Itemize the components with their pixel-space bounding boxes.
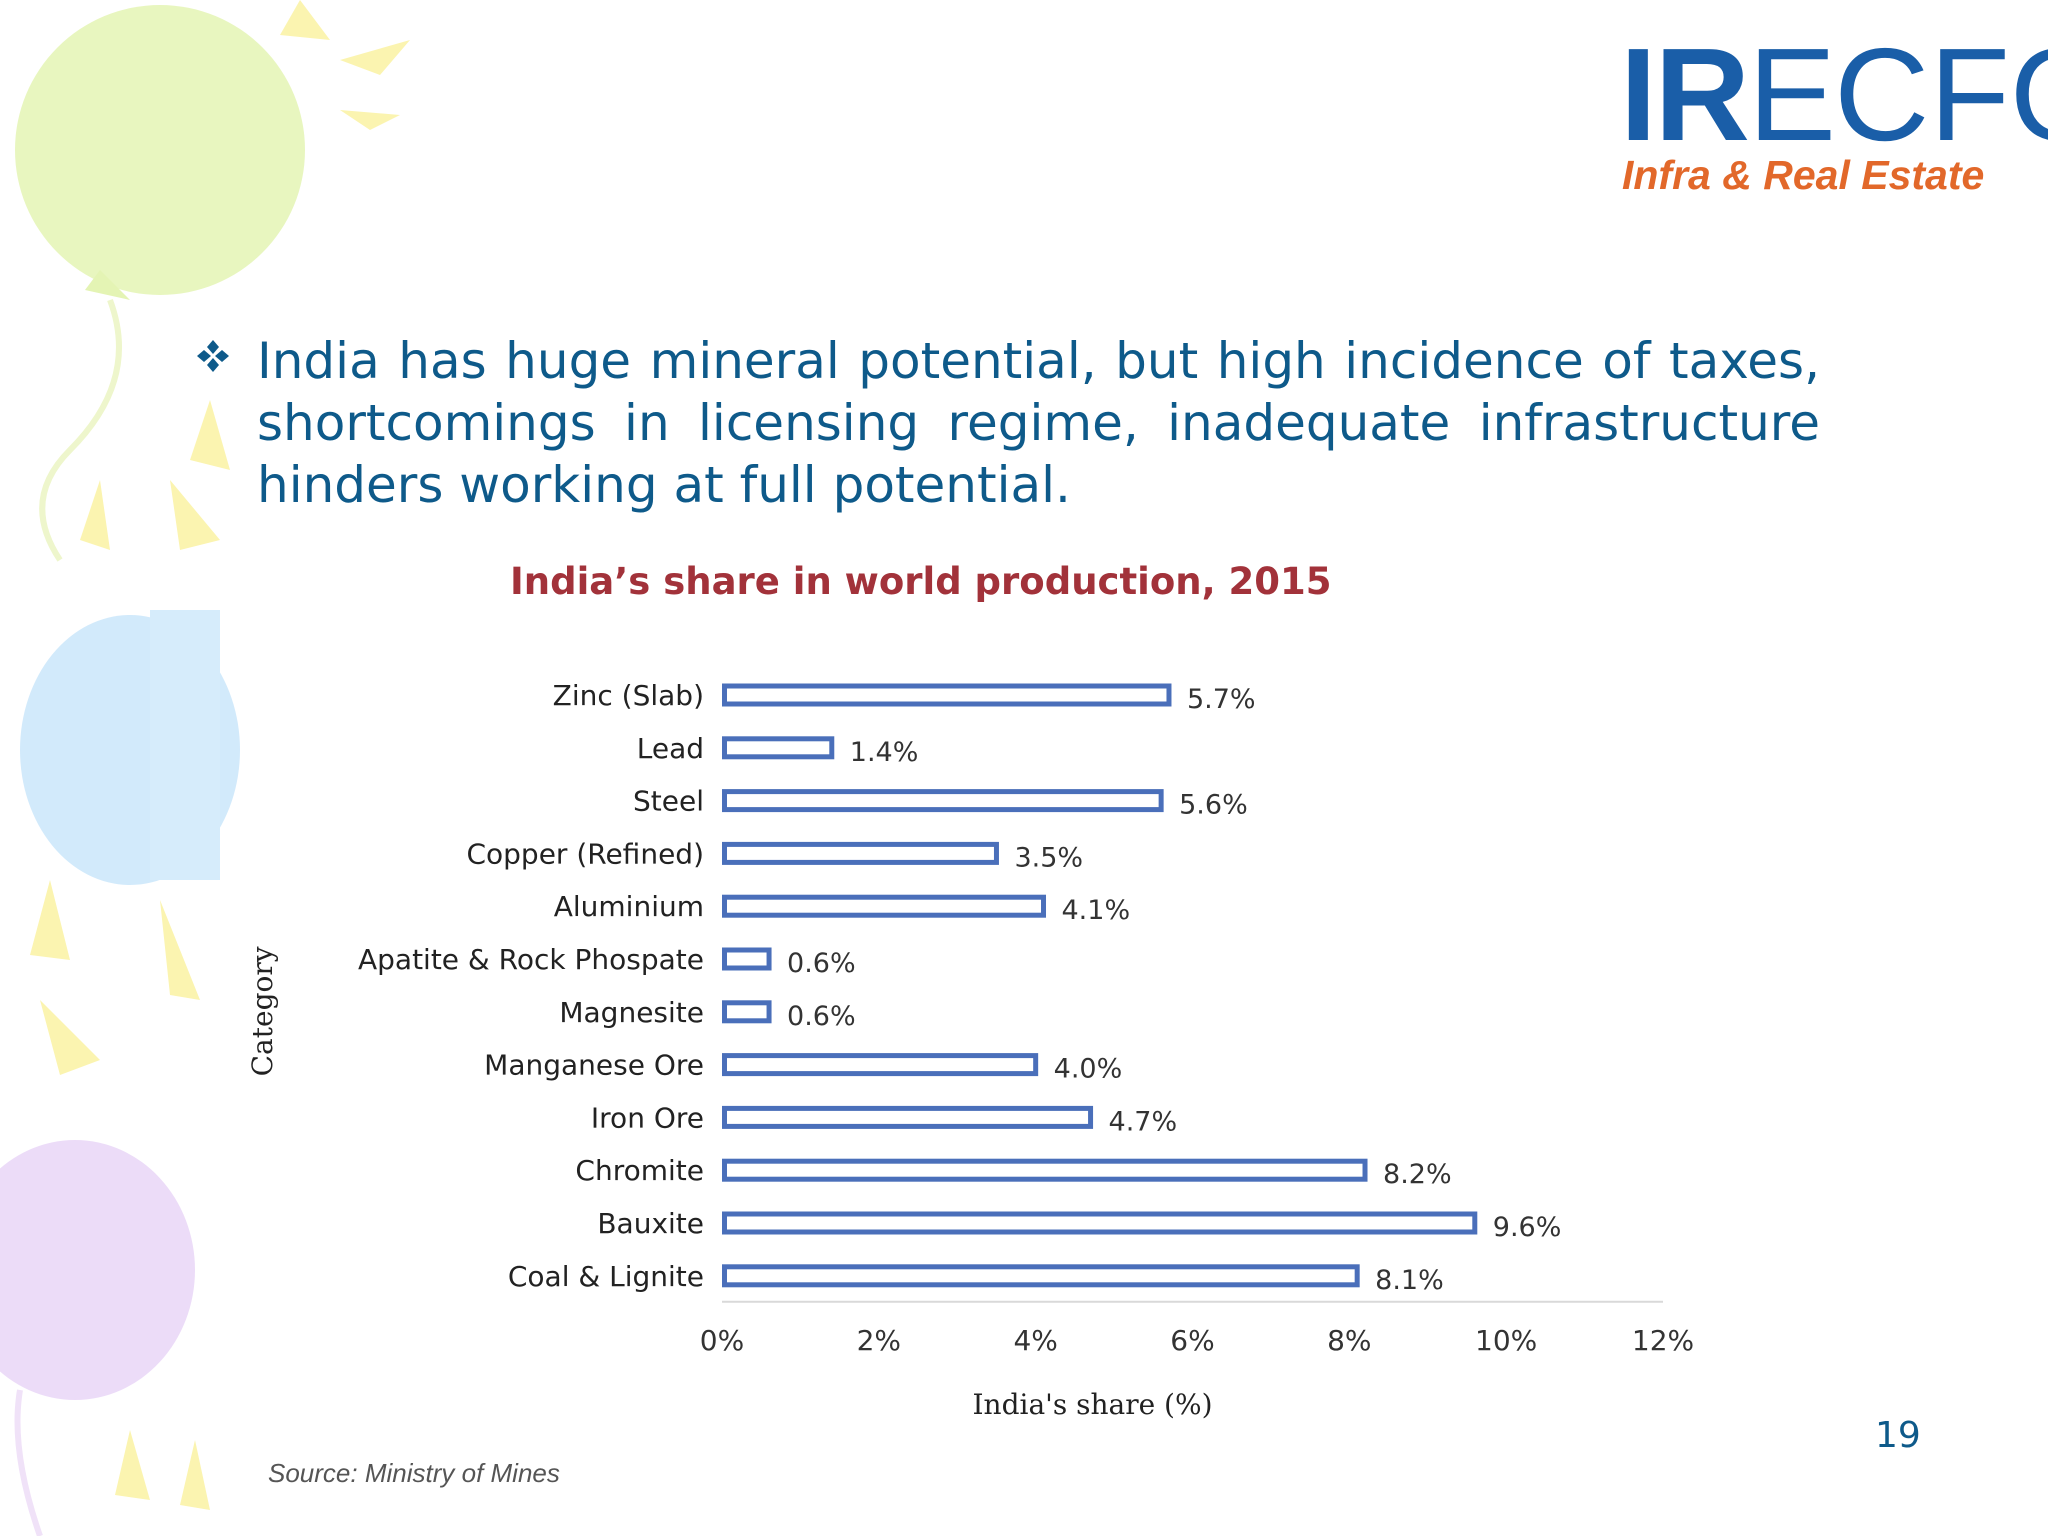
sparkle-ray	[190, 400, 230, 470]
balloon-green-knot	[85, 270, 130, 300]
data-label: 5.7%	[1187, 684, 1256, 715]
irecfo-logo: IRECFO Infra & Real Estate	[1620, 29, 2048, 200]
category-label: Copper (Refined)	[466, 837, 704, 870]
x-tick-label: 6%	[1170, 1324, 1214, 1357]
data-label: 0.6%	[787, 948, 856, 979]
category-label: Steel	[633, 785, 704, 818]
bar	[722, 1105, 1094, 1129]
x-tick-label: 0%	[700, 1324, 744, 1357]
category-label: Chromite	[575, 1154, 704, 1187]
data-label: 3.5%	[1014, 842, 1083, 873]
bar	[722, 894, 1047, 918]
page-number: 19	[1875, 1415, 1921, 1456]
bullet-text: India has huge mineral potential, but hi…	[257, 332, 1820, 514]
balloon-green-string	[39, 298, 122, 562]
x-tick-label: 12%	[1632, 1324, 1694, 1357]
category-label: Apatite & Rock Phospate	[358, 943, 704, 976]
x-tick-label: 10%	[1475, 1324, 1537, 1357]
bar	[722, 1000, 772, 1024]
diamond-bullet-icon	[197, 340, 229, 372]
logo-e: E	[1748, 21, 1836, 168]
category-label: Manganese Ore	[484, 1049, 704, 1082]
bar	[722, 1053, 1039, 1077]
bar-chart: Zinc (Slab) Lead Steel Copper (Refined) Alum…	[246, 679, 1694, 1421]
balloon-green-shape	[15, 5, 305, 295]
balloon-blue-side	[150, 610, 220, 880]
data-label: 4.0%	[1054, 1054, 1123, 1085]
x-tick-label: 8%	[1327, 1324, 1371, 1357]
bar	[722, 947, 772, 971]
chart-title: India’s share in world production, 2015	[510, 560, 1332, 603]
logo-cfo: CFO	[1834, 21, 2048, 168]
data-label: 9.6%	[1493, 1212, 1562, 1243]
chart-source: Source: Ministry of Mines	[268, 1458, 560, 1488]
logo-ir: IR	[1620, 21, 1750, 168]
bar	[722, 1264, 1360, 1288]
data-label: 1.4%	[850, 737, 919, 768]
bar	[722, 1211, 1478, 1235]
bar	[722, 789, 1164, 813]
sparkle-ray	[340, 40, 410, 75]
category-label: Lead	[637, 732, 704, 765]
sparkle-ray	[30, 880, 70, 960]
category-label: Magnesite	[559, 996, 704, 1029]
sparkle-ray	[280, 0, 330, 40]
category-label: Zinc (Slab)	[553, 679, 704, 712]
logo-tagline: Infra & Real Estate	[1622, 152, 1985, 198]
sparkle-ray	[80, 480, 110, 550]
x-tick-label: 2%	[857, 1324, 901, 1357]
category-labels: Zinc (Slab) Lead Steel Copper (Refined) Alum…	[358, 679, 704, 1293]
bar	[722, 736, 835, 760]
logo-wordmark: IRECFO	[1620, 29, 2048, 161]
category-label: Iron Ore	[591, 1101, 704, 1134]
bar	[722, 841, 999, 865]
x-tick-label: 4%	[1013, 1324, 1057, 1357]
bars	[722, 683, 1478, 1288]
category-label: Coal & Lignite	[508, 1260, 704, 1293]
balloon-purple-shape	[0, 1140, 195, 1400]
sparkle-ray	[115, 1430, 150, 1500]
data-label: 8.1%	[1375, 1265, 1444, 1296]
sparkle-ray	[40, 1000, 100, 1075]
data-label: 8.2%	[1383, 1159, 1452, 1190]
value-labels: 5.7% 1.4% 5.6% 3.5% 4.1% 0.6% 0.6% 4.0% 4.7% 8.2%…	[787, 684, 1561, 1296]
sparkle-ray	[180, 1440, 210, 1510]
category-label: Bauxite	[597, 1207, 704, 1240]
data-label: 4.7%	[1109, 1106, 1178, 1137]
data-label: 0.6%	[787, 1001, 856, 1032]
y-axis-title: Category	[246, 946, 279, 1076]
balloon-purple-string	[14, 1389, 43, 1536]
sparkle-ray	[160, 900, 200, 1000]
sparkle-ray	[340, 110, 400, 130]
sparkle-ray	[170, 480, 220, 550]
x-tick-labels: 0% 2% 4% 6% 8% 10% 12%	[700, 1324, 1694, 1357]
data-label: 4.1%	[1062, 895, 1131, 926]
bar	[722, 1158, 1368, 1182]
x-axis-title: India's share (%)	[972, 1388, 1212, 1421]
data-label: 5.6%	[1179, 790, 1248, 821]
category-label: Aluminium	[554, 890, 704, 923]
bar	[722, 683, 1172, 707]
